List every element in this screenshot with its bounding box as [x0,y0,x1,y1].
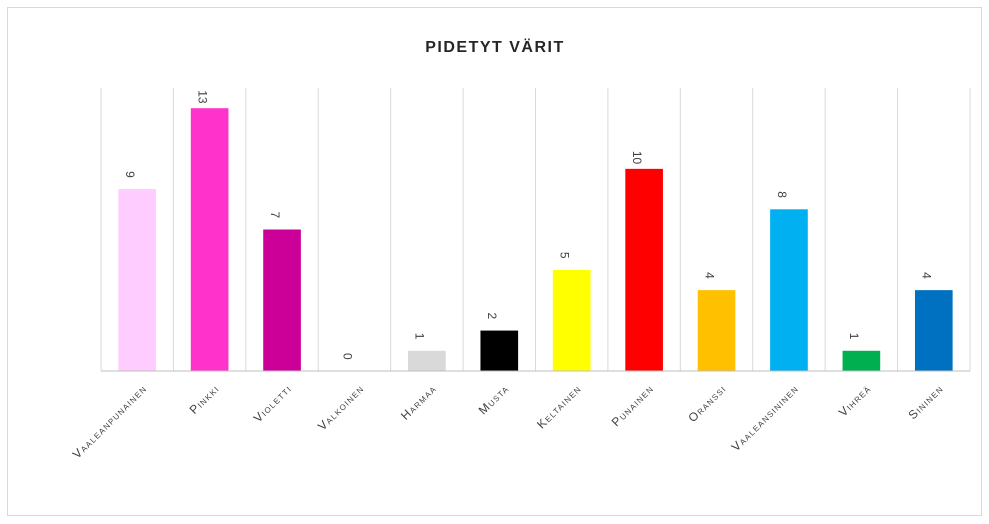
data-label: 5 [558,252,572,259]
data-label: 4 [702,272,716,279]
bar [914,290,953,371]
data-label: 7 [268,212,282,219]
data-label: 13 [195,90,209,104]
bar [480,330,519,371]
bar [408,350,446,371]
chart-title: PIDETYT VÄRIT [425,38,565,56]
data-label: 9 [123,171,137,178]
bar [697,290,736,371]
data-label: 8 [775,191,789,198]
bar [552,269,591,371]
bar [770,209,808,371]
bar [625,168,663,371]
data-label: 2 [485,313,499,320]
bar [263,229,301,371]
bar [842,350,881,371]
chart-border [7,7,982,516]
bar [118,189,157,371]
bar [190,108,229,371]
data-label: 1 [413,333,427,340]
data-label: 4 [920,272,934,279]
data-label: 10 [630,151,644,165]
data-label: 1 [847,333,861,340]
data-label: 0 [340,353,354,360]
